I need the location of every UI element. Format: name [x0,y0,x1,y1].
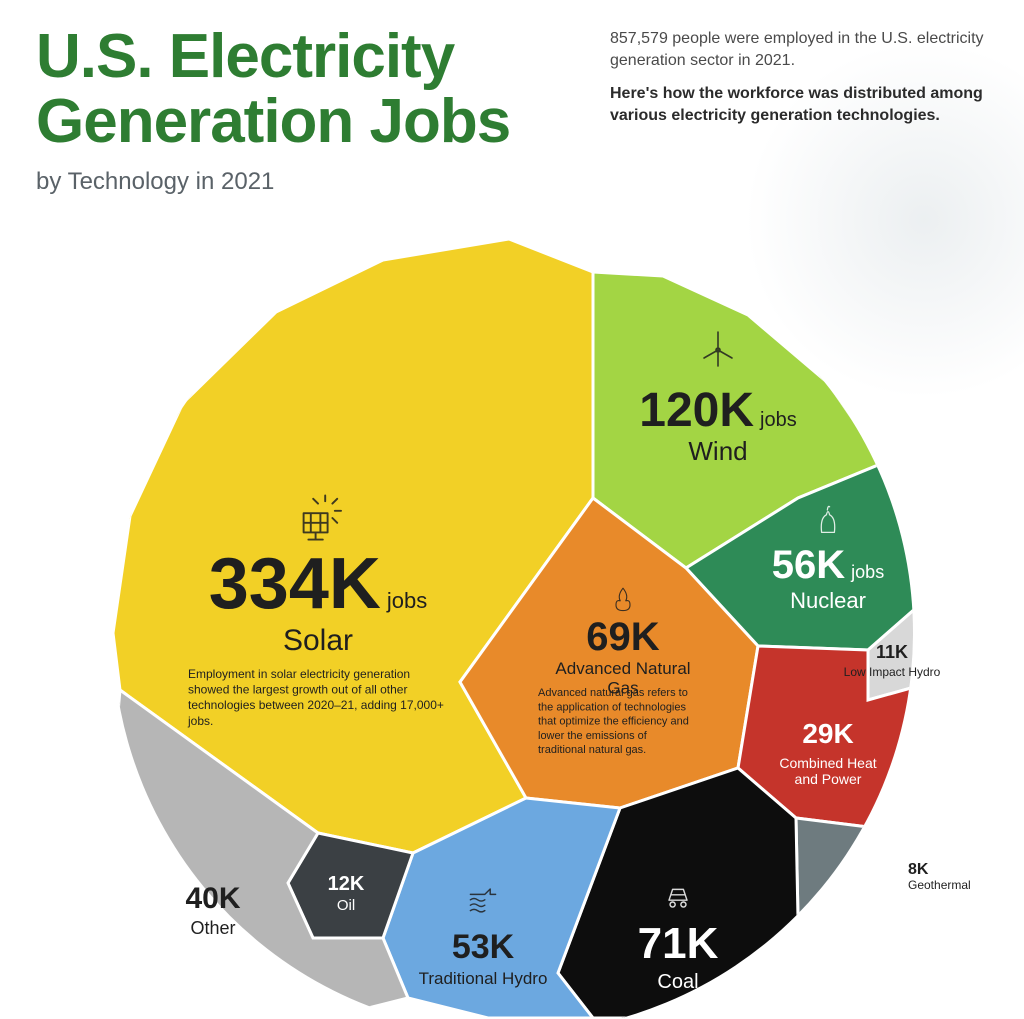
blurb-line-2: Here's how the workforce was distributed… [610,83,990,128]
cell-value-combined-heat-power: 29K [802,718,853,749]
cell-label-other: 40K Other [185,882,240,938]
blurb-line-1: 857,579 people were employed in the U.S.… [610,28,990,73]
intro-blurb: 857,579 people were employed in the U.S.… [610,28,990,128]
cell-value-traditional-hydro: 53K [452,928,515,966]
cell-label-text-geothermal: Geothermal [908,878,971,892]
cell-label-text-nuclear: Nuclear [790,588,866,613]
cell-value-other: 40K [185,882,240,915]
voronoi-chart: 334KjobsSolarEmployment in solar electri… [38,238,988,1018]
cell-label-text-low-impact-hydro: Low Impact Hydro [844,665,941,679]
cell-geothermal [796,818,876,928]
title-line-1: U.S. Electricity [36,22,454,91]
cell-label-text-oil: Oil [337,897,355,914]
cell-label-text-traditional-hydro: Traditional Hydro [419,969,548,988]
outside-labels-group: 8KGeothermal [908,861,971,892]
cell-value-oil: 12K [328,873,365,895]
voronoi-svg: 334KjobsSolarEmployment in solar electri… [38,238,988,1018]
cell-value-coal: 71K [638,919,719,968]
cell-label-text-solar: Solar [283,624,353,657]
cell-label-text-coal: Coal [657,971,698,993]
cell-value-geothermal: 8K [908,861,929,878]
cell-label-text-other: Other [190,918,235,938]
cell-label-text-wind: Wind [688,436,747,466]
subtitle: by Technology in 2021 [36,168,988,196]
title-line-2: Generation Jobs [36,87,510,156]
cell-value-advanced-natural-gas: 69K [586,615,659,659]
cell-value-low-impact-hydro: 11K [876,642,908,662]
